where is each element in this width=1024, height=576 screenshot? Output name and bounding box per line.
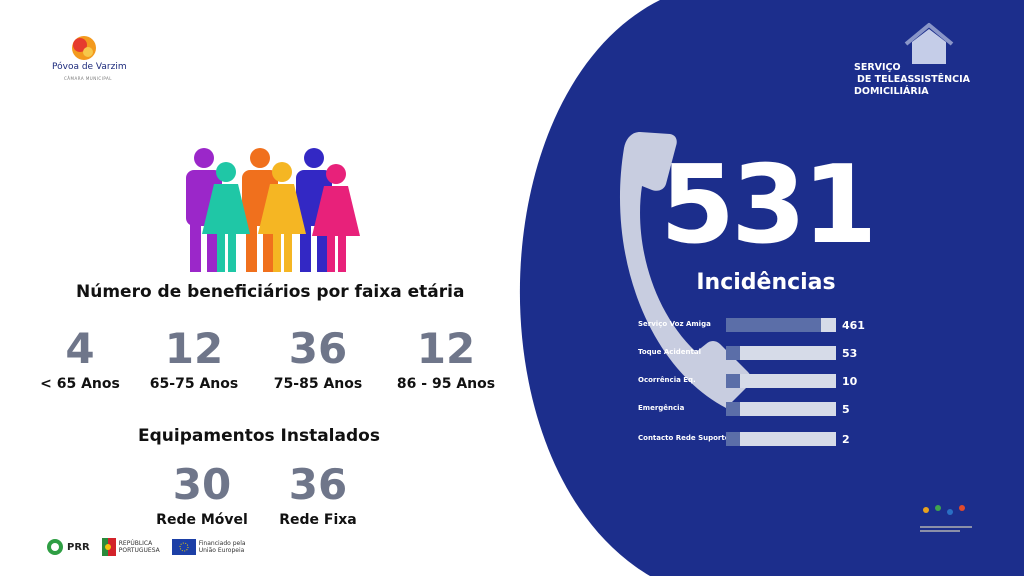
stat-label: 75-85 Anos [273, 376, 363, 392]
stat-label: Rede Fixa [279, 512, 357, 528]
republica-line1: REPÚBLICA [118, 540, 153, 547]
republica-logo: REPÚBLICA PORTUGUESA [101, 538, 160, 556]
incident-bar-row: Serviço Voz Amiga 461 [638, 318, 878, 332]
age-stat-75-85: 36 75-85 Anos [248, 324, 388, 393]
prr-icon [47, 539, 63, 555]
logo-name: Póvoa de Varzim [52, 62, 127, 72]
eu-logo: Financiado pela União Europeia [171, 539, 246, 555]
incident-bar-fill [726, 374, 740, 388]
equipment-stat-fixed: 36 Rede Fixa [248, 460, 388, 529]
prr-text: PRR [67, 541, 90, 553]
republica-line2: PORTUGUESA [118, 547, 160, 554]
age-stat-86-95: 12 86 - 95 Anos [376, 324, 516, 393]
stat-label: 86 - 95 Anos [396, 376, 496, 392]
incident-bar-fill [726, 432, 740, 446]
incident-bar-row: Toque Acidental 53 [638, 346, 878, 360]
incident-bar-row: Contacto Rede Suporte 2 [638, 432, 878, 446]
incident-bar-fill [726, 402, 740, 416]
incidents-total: 531 [660, 143, 877, 268]
logo-subtitle: CÂMARA MUNICIPAL [64, 76, 112, 81]
incident-bar-track [726, 374, 836, 388]
incident-bar-value: 10 [842, 375, 858, 388]
stat-value: 36 [288, 460, 348, 509]
incident-bar-label: Serviço Voz Amiga [638, 320, 711, 328]
incident-bar-label: Contacto Rede Suporte [638, 434, 730, 442]
people-group-icon [186, 148, 360, 272]
service-title-line1: SERVIÇO [854, 62, 901, 73]
incident-bar-track [726, 318, 836, 332]
house-icon [904, 23, 954, 64]
service-title-line2: DE TELEASSISTÊNCIA [857, 74, 970, 85]
incident-bar-label: Emergência [638, 404, 685, 412]
incident-bar-track [726, 346, 836, 360]
stat-value: 30 [172, 460, 232, 509]
stat-value: 4 [65, 324, 95, 373]
stat-label: Rede Móvel [156, 512, 248, 528]
incident-bar-track [726, 432, 836, 446]
incident-bar-fill [726, 346, 740, 360]
equipment-section-title: Equipamentos Instalados [138, 426, 380, 446]
eu-line2: União Europeia [198, 547, 245, 554]
footer-logos: PRR REPÚBLICA PORTUGUESA Financiado pela U… [46, 537, 246, 557]
incident-bar-label: Ocorrência Eq. [638, 376, 696, 384]
incident-bar-row: Emergência 5 [638, 402, 878, 416]
stat-value: 12 [416, 324, 476, 373]
povoa-varzim-logo [72, 36, 96, 60]
incidents-caption: Incidências [696, 270, 836, 295]
eu-line1: Financiado pela [198, 540, 246, 547]
incident-bar-value: 53 [842, 347, 858, 360]
incident-bar-label: Toque Acidental [638, 348, 702, 356]
eu-flag-icon [171, 539, 196, 555]
portugal-flag-icon [101, 538, 116, 556]
stat-value: 12 [164, 324, 224, 373]
age-stat-65-75: 12 65-75 Anos [124, 324, 264, 393]
equipment-stat-mobile: 30 Rede Móvel [132, 460, 272, 529]
stat-label: < 65 Anos [40, 376, 120, 392]
incident-bar-row: Ocorrência Eq. 10 [638, 374, 878, 388]
age-stat-under-65: 4 < 65 Anos [10, 324, 150, 393]
incident-bar-track [726, 402, 836, 416]
service-title-line3: DOMICILIÁRIA [854, 86, 929, 97]
service-title: SERVIÇO DE TELEASSISTÊNCIA DOMICILIÁRIA [854, 62, 970, 98]
incident-bar-value: 5 [842, 403, 850, 416]
incident-bar-fill [726, 318, 821, 332]
stat-value: 36 [288, 324, 348, 373]
prr-logo: PRR [46, 538, 90, 556]
incident-bar-value: 2 [842, 433, 850, 446]
age-section-title: Número de beneficiários por faixa etária [76, 282, 465, 302]
partner-logo [920, 505, 972, 532]
incident-bar-value: 461 [842, 319, 865, 332]
stat-label: 65-75 Anos [149, 376, 239, 392]
